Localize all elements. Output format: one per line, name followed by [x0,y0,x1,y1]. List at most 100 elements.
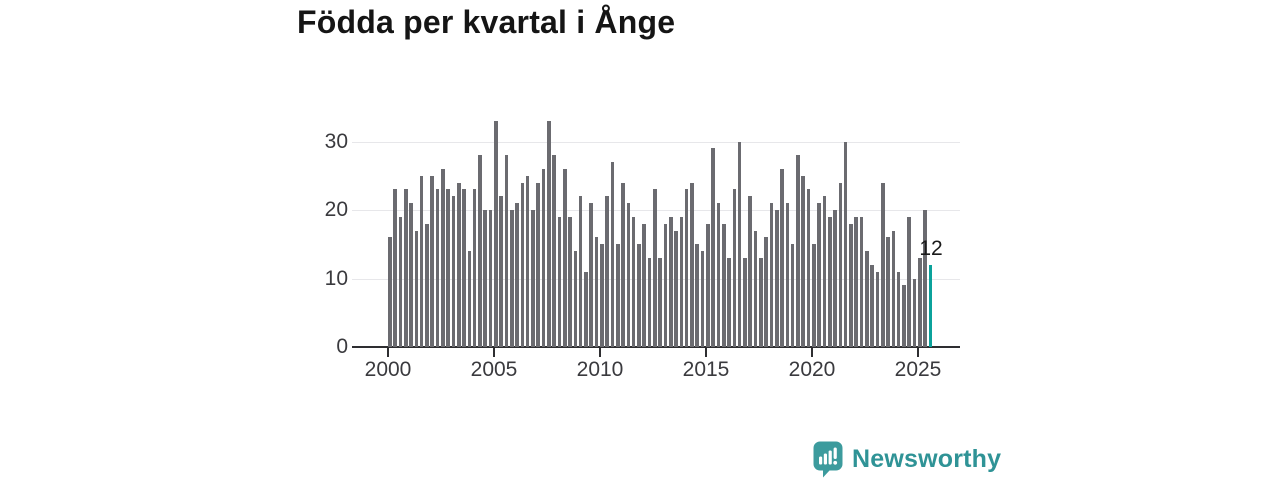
bar-quarter [478,155,482,347]
bar-quarter [785,203,790,347]
bar-quarter [907,216,912,347]
y-axis-tick-label: 30 [324,129,348,153]
bar-quarter [483,210,488,347]
newsworthy-logo[interactable]: Newsworthy [813,441,1001,478]
bar-quarter [833,210,837,347]
bar-quarter [700,251,705,347]
bar-quarter [430,175,435,347]
bar-quarter [912,278,917,347]
bar-quarter [541,168,546,347]
x-axis-tick-label: 2010 [576,358,624,381]
x-axis-tick [493,348,495,357]
bar-quarter [732,189,737,347]
bar-quarter [759,257,763,347]
bar-quarter [435,189,440,347]
bar-quarter [562,168,567,347]
bar-quarter [918,257,922,347]
bar-quarter [806,189,811,347]
x-axis-tick-label: 2015 [682,358,730,381]
bar-quarter [425,223,429,347]
bar-quarter [870,264,874,347]
bar-quarter [403,189,408,347]
bar-quarter [753,230,758,347]
bar-quarter [552,155,556,347]
bar-quarter [896,271,901,347]
bar-quarter [409,203,413,347]
bar-quarter [801,175,806,347]
bar-quarter [626,203,631,347]
bar-quarter [743,257,747,347]
bar-quarter [499,196,503,347]
bar-quarter [886,237,890,347]
bar-quarter [504,155,509,347]
bar-quarter [456,182,461,347]
bar-quarter [398,216,403,347]
bar-quarter [748,196,753,347]
bar-quarter [419,175,424,347]
bar-quarter [515,203,519,347]
bar-quarter [642,223,647,347]
x-axis-tick [705,348,707,357]
newsworthy-logo-icon [813,441,843,478]
bar-quarter [525,175,530,347]
bar-quarter [827,216,832,347]
x-axis-tick-label: 2020 [788,358,836,381]
bar-quarter [695,244,700,347]
bar-quarter [494,120,498,347]
bar-quarter [865,251,869,347]
bar-quarter [488,210,493,347]
bar-quarter [584,271,588,347]
bar-quarter [462,189,466,347]
y-axis-tick-label: 20 [324,198,348,221]
bar-quarter [684,189,689,347]
bar-quarter [388,237,392,347]
bar-quarter [790,244,795,347]
bar-quarter [568,216,572,347]
newsworthy-logo-text: Newsworthy [852,445,1002,473]
y-axis-tick-label: 10 [324,266,348,290]
x-axis-tick [811,348,813,357]
highlighted-bar-latest-quarter [928,264,933,347]
bar-quarter [902,285,906,347]
y-axis-tick-label: 0 [336,335,348,358]
bar-quarter [446,189,450,347]
bar-quarter [706,223,710,347]
bar-quarter [578,196,583,347]
x-axis-tick [599,348,601,357]
bar-quarter [859,216,864,347]
bar-quarter [393,189,397,347]
bar-quarter [817,203,821,347]
x-axis-line [352,346,960,348]
bar-quarter [557,216,562,347]
bar-quarter [774,210,779,347]
x-axis-tick [387,348,389,357]
x-axis-tick-label: 2005 [470,358,518,381]
bar-quarter [573,251,578,347]
bar-quarter [589,203,594,347]
bar-quarter [631,216,636,347]
bar-quarter [838,182,843,347]
chart-title: Födda per kvartal i Ånge [297,4,676,40]
bar-quarter [653,189,657,347]
bar-quarter [647,257,652,347]
bar-quarter [509,210,514,347]
bar-quarter [727,257,731,347]
bar-quarter [737,141,742,347]
bar-quarter [780,168,784,347]
bar-quarter [414,230,419,347]
bar-quarter [891,230,896,347]
bar-quarter [812,244,816,347]
last-bar-value-annotation: 12 [919,237,943,260]
bar-quarter [520,182,525,347]
bar-quarter [663,223,668,347]
bar-quarter [605,196,609,347]
bar-quarter [674,230,678,347]
gridline-y30 [352,141,960,143]
x-axis-tick-label: 2000 [364,358,412,381]
bar-quarter [875,271,880,347]
bar-quarter [621,182,625,347]
bar-quarter [547,120,551,347]
bar-quarter [764,237,768,347]
bar-quarter [610,162,615,347]
bar-quarter [679,216,684,347]
